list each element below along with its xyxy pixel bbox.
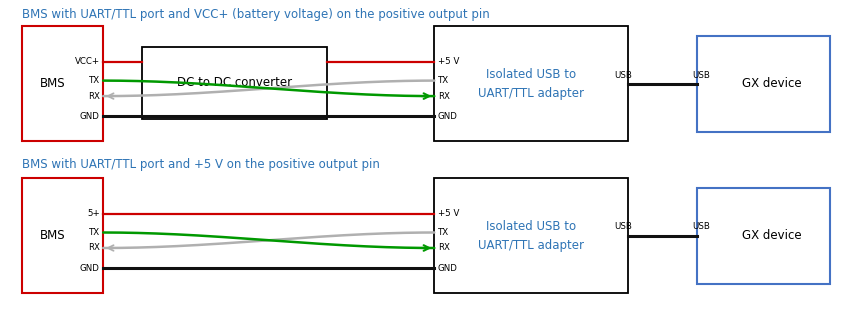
Text: BMS: BMS	[40, 229, 65, 242]
Text: VCC+: VCC+	[75, 57, 100, 67]
Text: Isolated USB to
UART/TTL adapter: Isolated USB to UART/TTL adapter	[478, 68, 584, 100]
Text: TX: TX	[89, 228, 100, 237]
Text: DC to DC converter: DC to DC converter	[177, 77, 292, 89]
Text: GX device: GX device	[742, 77, 802, 90]
Text: BMS with UART/TTL port and VCC+ (battery voltage) on the positive output pin: BMS with UART/TTL port and VCC+ (battery…	[22, 8, 489, 21]
Text: RX: RX	[438, 91, 450, 101]
Text: GND: GND	[438, 264, 458, 273]
Text: GND: GND	[80, 112, 100, 121]
Text: BMS with UART/TTL port and +5 V on the positive output pin: BMS with UART/TTL port and +5 V on the p…	[22, 158, 379, 171]
Text: USB: USB	[615, 222, 632, 232]
Text: GND: GND	[438, 112, 458, 121]
Text: GX device: GX device	[742, 229, 802, 242]
Text: TX: TX	[89, 76, 100, 85]
Bar	[434, 26, 628, 141]
Text: TX: TX	[438, 228, 449, 237]
Bar	[22, 178, 103, 293]
Text: USB: USB	[692, 70, 710, 80]
Text: USB: USB	[615, 70, 632, 80]
Bar	[142, 46, 327, 119]
Text: RX: RX	[438, 243, 450, 253]
Text: +5 V: +5 V	[438, 57, 459, 67]
Bar	[697, 36, 830, 132]
Text: +5 V: +5 V	[438, 209, 459, 219]
Text: RX: RX	[88, 91, 100, 101]
Bar	[697, 188, 830, 284]
Text: 5+: 5+	[87, 209, 100, 219]
Text: GND: GND	[80, 264, 100, 273]
Text: BMS: BMS	[40, 77, 65, 90]
Text: Isolated USB to
UART/TTL adapter: Isolated USB to UART/TTL adapter	[478, 219, 584, 252]
Text: RX: RX	[88, 243, 100, 253]
Bar	[22, 26, 103, 141]
Bar	[434, 178, 628, 293]
Text: TX: TX	[438, 76, 449, 85]
Text: USB: USB	[692, 222, 710, 232]
